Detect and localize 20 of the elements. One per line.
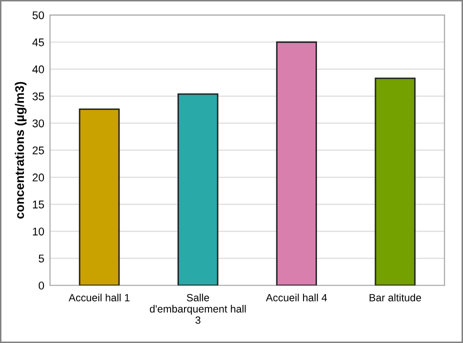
y-tick-label: 45	[32, 38, 44, 46]
bar	[78, 108, 120, 286]
x-tick-label: Bar altitude	[370, 294, 422, 302]
y-axis-title: concentrations (µg/m3)	[14, 82, 27, 219]
y-tick-label: 30	[32, 119, 44, 128]
y-tick-label: 20	[32, 174, 44, 182]
bar	[276, 41, 317, 286]
y-tick-label: 10	[32, 228, 44, 236]
y-tick-label: 0	[38, 282, 44, 290]
x-tick-label: Salle d'embarquement hall 3	[150, 294, 246, 324]
y-tick-label: 50	[32, 11, 44, 20]
x-tick-label: Accueil hall 4	[266, 294, 327, 302]
y-tick-label: 5	[38, 254, 44, 262]
y-tick-label: 35	[32, 92, 44, 100]
x-tick-label: Accueil hall 1	[68, 294, 130, 302]
bar	[374, 78, 416, 286]
y-tick-label: 15	[32, 200, 44, 208]
y-tick-label: 25	[32, 146, 44, 154]
bar	[178, 93, 218, 286]
y-tick-label: 40	[32, 65, 44, 74]
